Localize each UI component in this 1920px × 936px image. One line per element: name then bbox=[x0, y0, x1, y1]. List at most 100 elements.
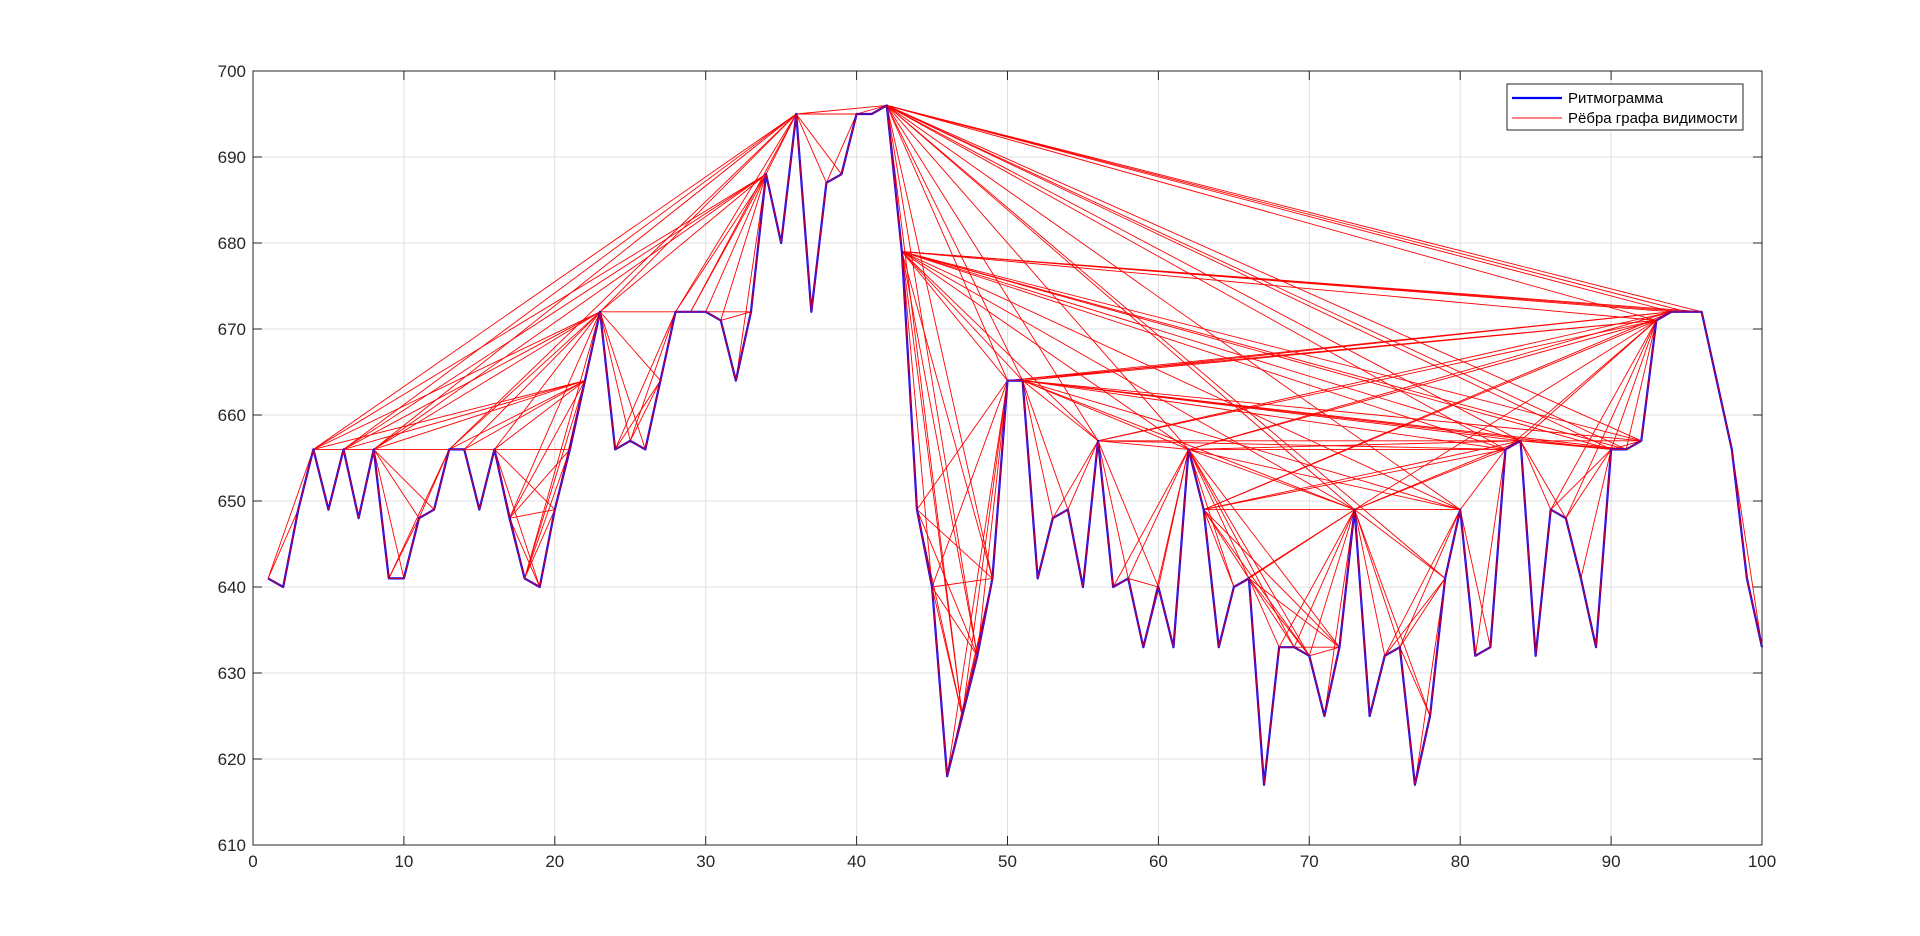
visibility-edge bbox=[313, 113, 797, 450]
visibility-edge bbox=[796, 104, 887, 115]
rhythmogram-edge-overlay bbox=[267, 104, 1763, 785]
y-tick-label: 680 bbox=[218, 234, 246, 253]
visibility-edge bbox=[1203, 509, 1310, 657]
visibility-edge bbox=[886, 104, 1657, 321]
visibility-edge bbox=[509, 380, 586, 519]
visibility-edge bbox=[1580, 449, 1612, 579]
visibility-edge bbox=[901, 251, 1702, 313]
visibility-edge bbox=[1188, 449, 1235, 588]
y-tick-label: 700 bbox=[218, 62, 246, 81]
visibility-edge bbox=[1354, 509, 1401, 648]
y-tick-label: 640 bbox=[218, 578, 246, 597]
visibility-edge bbox=[931, 586, 978, 657]
visibility-edge bbox=[886, 104, 1627, 450]
y-tick-label: 690 bbox=[218, 148, 246, 167]
visibility-edge bbox=[448, 311, 601, 450]
visibility-edge bbox=[886, 104, 1642, 442]
visibility-edge bbox=[690, 113, 797, 313]
x-tick-label: 0 bbox=[248, 852, 257, 871]
visibility-edge bbox=[373, 449, 435, 510]
visibility-edge bbox=[886, 105, 1446, 579]
visibility-edge bbox=[1354, 509, 1386, 656]
visibility-edge bbox=[1203, 448, 1506, 511]
visibility-edge bbox=[1459, 509, 1491, 648]
visibility-edge bbox=[1399, 578, 1446, 648]
visibility-edge bbox=[373, 311, 601, 450]
visibility-edge bbox=[1022, 380, 1054, 519]
visibility-edge bbox=[1157, 449, 1190, 588]
visibility-edge bbox=[267, 449, 314, 579]
visibility-edge bbox=[1354, 320, 1657, 510]
visibility-edge bbox=[735, 174, 767, 381]
visibility-edge bbox=[1399, 509, 1461, 648]
visibility-edge bbox=[1248, 509, 1355, 579]
y-tick-label: 670 bbox=[218, 320, 246, 339]
visibility-edge bbox=[765, 113, 797, 175]
visibility-edge bbox=[1188, 448, 1461, 511]
visibility-edge bbox=[1188, 449, 1310, 657]
visibility-edge bbox=[795, 113, 827, 183]
visibility-edge bbox=[343, 173, 767, 450]
x-tick-label: 10 bbox=[394, 852, 413, 871]
visibility-edge bbox=[901, 251, 1642, 442]
visibility-edge bbox=[267, 509, 299, 579]
x-tick-label: 60 bbox=[1149, 852, 1168, 871]
visibility-edge bbox=[901, 251, 1189, 450]
visibility-edge bbox=[886, 105, 1023, 381]
visibility-edge bbox=[1610, 320, 1657, 450]
visibility-edge bbox=[886, 105, 1008, 381]
visibility-edge bbox=[509, 311, 601, 519]
visibility-edge bbox=[886, 105, 1506, 450]
visibility-edge bbox=[1022, 380, 1189, 450]
visibility-edge bbox=[599, 311, 631, 441]
visibility-edge bbox=[901, 251, 1612, 450]
visibility-edge bbox=[1022, 380, 1355, 511]
visibility-edge bbox=[1097, 440, 1129, 579]
y-tick-label: 650 bbox=[218, 492, 246, 511]
visibility-edge bbox=[1188, 449, 1250, 579]
visibility-edge bbox=[373, 380, 586, 450]
visibility-edge bbox=[1188, 319, 1657, 450]
visibility-edge bbox=[373, 113, 797, 450]
x-tick-label: 50 bbox=[998, 852, 1017, 871]
x-tick-label: 30 bbox=[696, 852, 715, 871]
visibility-edge bbox=[1610, 440, 1642, 450]
visibility-edge bbox=[901, 251, 1008, 381]
visibility-edge bbox=[1459, 449, 1506, 510]
rhythmogram-series bbox=[267, 104, 1764, 786]
visibility-edge bbox=[1022, 380, 1069, 510]
visibility-edge bbox=[524, 449, 571, 579]
visibility-edge bbox=[509, 449, 571, 519]
visibility-edge bbox=[901, 251, 1506, 450]
visibility-edge bbox=[494, 449, 541, 588]
visibility-edge bbox=[1022, 380, 1099, 442]
visibility-edge bbox=[1414, 578, 1446, 785]
visibility-edge bbox=[1520, 440, 1552, 510]
visibility-edge bbox=[524, 380, 586, 579]
visibility-edge bbox=[946, 380, 1008, 777]
x-tick-label: 100 bbox=[1748, 852, 1776, 871]
visibility-edge bbox=[976, 380, 1008, 656]
visibility-edge bbox=[1022, 380, 1461, 511]
visibility-edge bbox=[901, 251, 1355, 510]
axis-ticks: 0 10 20 30 40 50 60 70 80 90 100 610 620 630 640 650 660… bbox=[218, 62, 1777, 871]
y-tick-label: 660 bbox=[218, 406, 246, 425]
x-tick-label: 90 bbox=[1602, 852, 1621, 871]
x-tick-label: 80 bbox=[1451, 852, 1470, 871]
visibility-edge bbox=[1022, 319, 1657, 382]
visibility-edge bbox=[1112, 449, 1189, 588]
legend-box bbox=[1506, 83, 1744, 131]
visibility-edge bbox=[418, 449, 450, 519]
visibility-edge bbox=[1399, 647, 1431, 717]
visibility-edge bbox=[1550, 449, 1612, 510]
visibility-edge bbox=[463, 311, 601, 450]
visibility-edge bbox=[599, 113, 797, 313]
visibility-edge bbox=[1097, 440, 1159, 588]
visibility-edge bbox=[901, 251, 1521, 442]
visibility-edge bbox=[826, 113, 858, 183]
visibility-edge bbox=[1625, 320, 1657, 450]
visibility-edge bbox=[901, 251, 1461, 511]
x-tick-label: 20 bbox=[545, 852, 564, 871]
visibility-edge bbox=[1278, 509, 1355, 648]
